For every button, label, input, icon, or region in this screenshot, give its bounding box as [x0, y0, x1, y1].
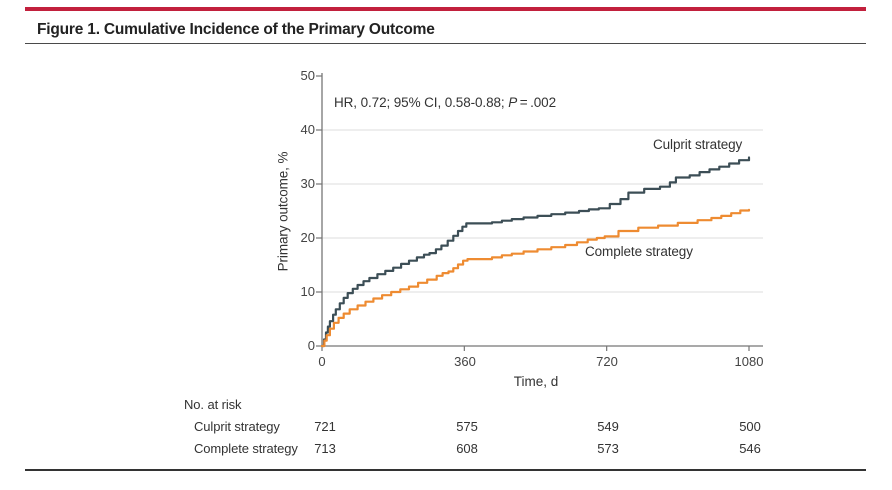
x-tick-label: 1080 [734, 354, 764, 369]
x-tick-label: 720 [596, 354, 618, 369]
at-risk-row-label-complete: Complete strategy [194, 441, 298, 456]
x-tick-label: 0 [318, 354, 326, 369]
y-tick-label: 30 [300, 176, 315, 191]
at-risk-value: 575 [456, 419, 478, 434]
y-tick-label: 10 [300, 284, 315, 299]
title-divider [25, 43, 866, 44]
at-risk-value: 546 [739, 441, 761, 456]
at-risk-value: 500 [739, 419, 761, 434]
annotation-p-symbol: P [508, 95, 518, 110]
curve-complete [320, 208, 751, 348]
y-tick-label: 40 [300, 122, 315, 137]
hazard-ratio-annotation: HR, 0.72; 95% CI, 0.58-0.88; P = .002 [334, 95, 556, 110]
at-risk-value: 721 [314, 419, 336, 434]
y-axis-title: Primary outcome, % [275, 151, 291, 272]
at-risk-value: 713 [314, 441, 336, 456]
at-risk-header: No. at risk [184, 397, 242, 412]
figure-title: Figure 1. Cumulative Incidence of the Pr… [37, 21, 435, 38]
x-axis-title: Time, d [513, 374, 559, 389]
curve-label-culprit: Culprit strategy [653, 137, 743, 152]
annotation-stats: HR, 0.72; 95% CI, 0.58-0.88; [334, 95, 509, 110]
at-risk-value: 573 [597, 441, 619, 456]
x-tick-label: 360 [454, 354, 476, 369]
y-tick-label: 20 [300, 230, 315, 245]
bottom-divider [25, 469, 866, 471]
y-tick-label: 50 [300, 68, 315, 83]
curve-culprit [320, 156, 751, 348]
curve-label-complete: Complete strategy [585, 244, 693, 259]
at-risk-value: 608 [456, 441, 478, 456]
accent-bar [25, 7, 866, 11]
at-risk-row-label-culprit: Culprit strategy [194, 419, 280, 434]
at-risk-value: 549 [597, 419, 619, 434]
annotation-p-value: = .002 [517, 95, 556, 110]
y-tick-label: 0 [307, 338, 315, 353]
